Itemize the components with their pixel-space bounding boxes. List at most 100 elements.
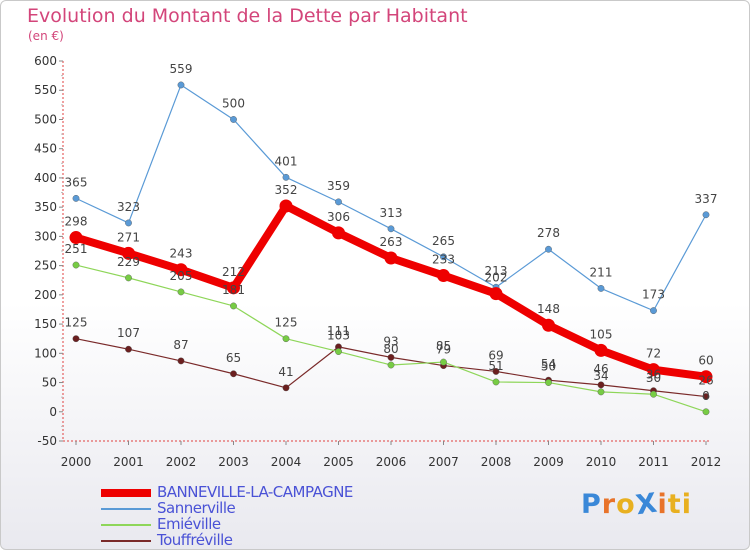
data-point <box>545 379 552 386</box>
data-point <box>597 381 605 389</box>
data-label: 323 <box>117 200 140 214</box>
legend-swatch <box>101 540 151 542</box>
legend-swatch <box>101 508 151 510</box>
y-tick-label: 250 <box>34 259 57 273</box>
data-point <box>174 263 188 277</box>
data-point <box>437 269 450 283</box>
x-tick-label: 2003 <box>218 455 249 469</box>
data-label: 173 <box>642 288 665 302</box>
data-label: 202 <box>485 271 508 285</box>
legend-label: BANNEVILLE-LA-CAMPAGNE <box>157 483 353 501</box>
y-tick-label: 200 <box>34 288 57 302</box>
data-point <box>72 335 80 343</box>
data-point <box>597 285 605 292</box>
data-point <box>125 345 132 353</box>
x-tick-label: 2002 <box>166 455 197 469</box>
data-label: 111 <box>327 324 350 338</box>
y-tick-label: -50 <box>37 434 57 448</box>
data-label: 105 <box>590 327 613 341</box>
data-point <box>125 274 132 282</box>
data-point <box>279 199 293 213</box>
x-tick-label: 2001 <box>113 455 144 469</box>
data-label: 313 <box>380 206 403 220</box>
data-label: 212 <box>222 265 245 279</box>
legend-label: Sannerville <box>157 499 236 517</box>
data-label: 125 <box>275 316 298 330</box>
data-point <box>230 116 237 123</box>
data-label: 93 <box>383 334 398 348</box>
data-point <box>702 393 710 400</box>
data-point <box>440 253 447 261</box>
y-tick-label: 600 <box>34 54 57 68</box>
data-label: 205 <box>170 269 193 283</box>
x-tick-label: 2007 <box>428 455 459 469</box>
y-tick-label: 350 <box>34 200 57 214</box>
data-label: 265 <box>432 234 455 248</box>
data-label: 352 <box>275 183 298 197</box>
data-label: 85 <box>436 339 451 353</box>
data-point <box>594 343 608 357</box>
data-point <box>647 363 660 377</box>
proxiti-logo: ProXiti <box>581 487 692 522</box>
y-tick-label: 400 <box>34 171 57 185</box>
data-point <box>177 81 185 89</box>
data-label: 559 <box>170 62 193 76</box>
data-labels-layer: 2982712432123523062632332021481057260365… <box>65 62 718 403</box>
data-label: 50 <box>541 360 556 374</box>
data-label: 103 <box>327 329 350 343</box>
data-point <box>650 390 657 398</box>
x-tick-label: 2006 <box>376 455 407 469</box>
data-point <box>492 378 500 386</box>
x-tick-label: 2009 <box>533 455 564 469</box>
x-tick-label: 2000 <box>61 455 92 469</box>
logo-letter: i <box>681 489 692 520</box>
data-label: 65 <box>226 351 241 365</box>
data-label: 263 <box>380 235 403 249</box>
data-point <box>282 384 290 392</box>
data-point <box>542 318 555 332</box>
data-label: 30 <box>646 371 661 385</box>
legend-label: Emiéville <box>157 515 221 533</box>
data-point <box>125 219 132 227</box>
logo-letter: i <box>657 489 668 520</box>
y-tick-label: 150 <box>34 317 57 331</box>
data-label: 181 <box>222 283 245 297</box>
data-label: 233 <box>432 253 455 267</box>
x-tick-label: 2012 <box>691 455 722 469</box>
data-point <box>545 245 552 253</box>
logo-letter: o <box>616 489 636 520</box>
x-tick-label: 2004 <box>271 455 302 469</box>
data-point <box>72 261 80 269</box>
axes: -500501001502002503003504004505005506002… <box>34 54 721 469</box>
data-label: 72 <box>646 347 661 361</box>
data-point <box>702 211 710 219</box>
data-label: 298 <box>65 215 88 229</box>
data-label: 69 <box>488 348 503 362</box>
legend-swatch <box>101 489 151 497</box>
y-tick-label: 50 <box>42 376 57 390</box>
logo-letter: X <box>633 487 660 522</box>
logo-letter: t <box>667 489 682 520</box>
data-label: 500 <box>222 96 245 110</box>
data-point <box>387 353 395 361</box>
data-point <box>177 288 185 296</box>
data-point <box>122 246 135 260</box>
data-point <box>702 408 710 416</box>
data-label: 125 <box>65 316 88 330</box>
y-tick-label: 0 <box>49 405 57 419</box>
data-point <box>597 388 605 396</box>
data-point <box>230 370 237 378</box>
data-label: 243 <box>170 247 193 261</box>
data-label: 211 <box>590 265 613 279</box>
series-layer <box>69 81 713 416</box>
data-label: 401 <box>275 154 298 168</box>
data-point <box>489 287 503 301</box>
legend-label: Touffréville <box>157 531 233 549</box>
data-label: 337 <box>695 192 718 206</box>
data-point <box>69 231 83 245</box>
data-label: 26 <box>698 374 713 388</box>
data-label: 107 <box>117 326 140 340</box>
logo-letter: P <box>581 489 602 520</box>
data-label: 271 <box>117 230 140 244</box>
